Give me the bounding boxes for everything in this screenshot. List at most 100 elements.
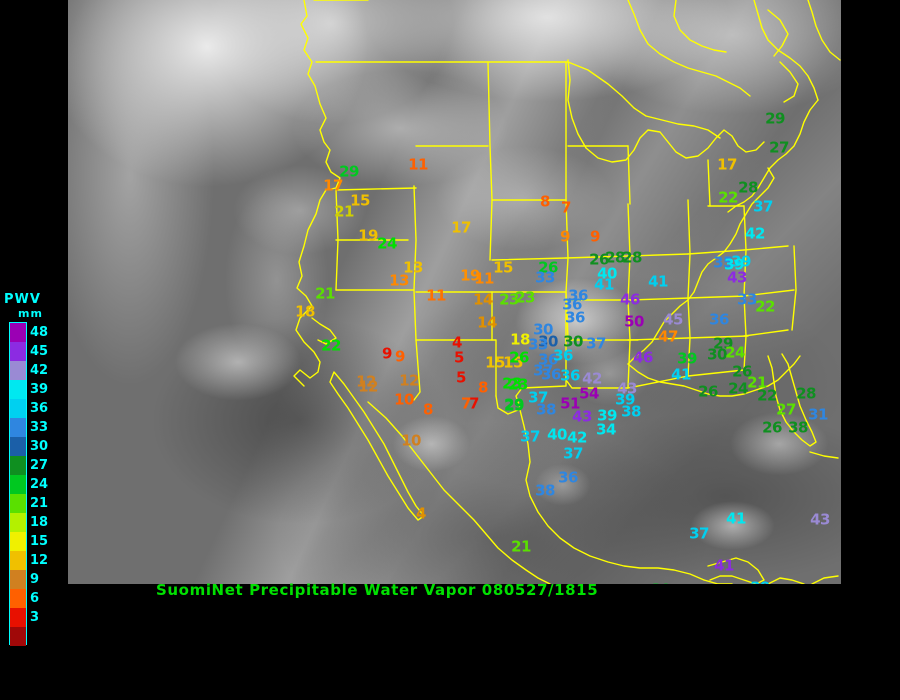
pwv-value-label: 12	[399, 371, 419, 390]
pwv-value-label: 40	[597, 264, 617, 283]
colorbar-swatch	[10, 570, 26, 589]
pwv-value-label: 29	[765, 109, 785, 128]
pwv-value-label: 26	[732, 362, 752, 381]
pwv-value-label: 21	[511, 537, 531, 556]
pwv-value-label: 15	[493, 258, 513, 277]
pwv-value-label: 33	[535, 268, 555, 287]
pwv-value-label: 9	[590, 227, 600, 246]
pwv-value-label: 37	[753, 197, 773, 216]
pwv-value-label: 31	[808, 405, 828, 424]
pwv-value-label: 29	[504, 395, 524, 414]
pwv-value-label: 36	[558, 468, 578, 487]
pwv-value-label: 29	[504, 396, 524, 415]
colorbar-tick-label: 30	[30, 439, 49, 454]
pwv-value-label: 46	[620, 290, 640, 309]
pwv-value-label: 23	[502, 374, 522, 393]
pwv-value-label: 36	[562, 295, 582, 314]
pwv-value-label: 37	[689, 524, 709, 543]
pwv-value-label: 5	[456, 368, 466, 387]
colorbar-tick-label: 39	[30, 382, 49, 397]
pwv-value-label: 8	[540, 192, 550, 211]
pwv-value-label: 10	[401, 431, 421, 450]
pwv-value-label: 17	[323, 176, 343, 195]
pwv-value-label: 22	[755, 297, 775, 316]
colorbar-swatch	[10, 380, 26, 399]
pwv-value-label: 37	[563, 444, 583, 463]
pwv-value-label: 36	[541, 365, 561, 384]
pwv-value-label: 39	[677, 349, 697, 368]
colorbar-tick-label: 48	[30, 325, 49, 340]
pwv-value-label: 40	[547, 425, 567, 444]
pwv-value-label: 17	[717, 155, 737, 174]
pwv-value-label: 39	[615, 390, 635, 409]
pwv-value-label: 9	[560, 227, 570, 246]
pwv-value-label: 41	[671, 365, 691, 384]
colorbar-swatch	[10, 627, 26, 646]
pwv-value-label: 33	[737, 290, 757, 309]
pwv-value-label: 36	[560, 366, 580, 385]
pwv-value-label: 26	[538, 258, 558, 277]
pwv-value-label: 22	[718, 188, 738, 207]
pwv-value-label: 41	[714, 556, 734, 575]
pwv-value-label: 17	[451, 218, 471, 237]
colorbar-swatch	[10, 513, 26, 532]
pwv-value-label: 23	[508, 375, 528, 394]
pwv-value-label: 39	[597, 406, 617, 425]
pwv-value-label: 10	[394, 390, 414, 409]
pwv-value-label: 28	[605, 248, 625, 267]
colorbar-tick-label: 24	[30, 477, 49, 492]
pwv-value-label: 30	[563, 332, 583, 351]
pwv-value-label: 54	[579, 384, 599, 403]
pwv-value-label: 37	[528, 388, 548, 407]
pwv-value-label: 38	[621, 402, 641, 421]
pwv-value-label: 39	[750, 580, 770, 584]
pwv-value-label: 26	[589, 250, 609, 269]
pwv-value-label: 46	[633, 348, 653, 367]
pwv-value-label: 13	[389, 271, 409, 290]
pwv-value-label: 45	[663, 310, 683, 329]
colorbar-tick-label: 27	[30, 458, 49, 473]
colorbar-swatch	[10, 361, 26, 380]
colorbar-tick-label: 36	[30, 401, 49, 416]
pwv-value-label: 14	[473, 290, 493, 309]
pwv-value-label: 42	[567, 428, 587, 447]
colorbar-tick-label: 21	[30, 496, 49, 511]
colorbar-swatch	[10, 551, 26, 570]
pwv-value-label: 39	[724, 255, 744, 274]
pwv-value-label: 21	[747, 373, 767, 392]
pwv-value-label: 23	[515, 288, 535, 307]
pwv-value-label: 8	[478, 378, 488, 397]
pwv-value-label: 39	[651, 582, 671, 584]
pwv-value-label: 30	[538, 332, 558, 351]
colorbar-tick-label: 6	[30, 591, 40, 606]
pwv-value-label: 4	[452, 333, 462, 352]
pwv-value-label: 18	[295, 302, 315, 321]
pwv-value-label: 37	[520, 427, 540, 446]
pwv-value-label: 11	[408, 155, 428, 174]
pwv-value-label: 27	[769, 138, 789, 157]
pwv-value-label: 15	[503, 353, 523, 372]
pwv-value-label: 21	[315, 284, 335, 303]
pwv-value-label: 38	[535, 481, 555, 500]
colorbar-swatch	[10, 494, 26, 513]
colorbar-title: PWV	[4, 292, 41, 307]
pwv-value-label: 26	[698, 382, 718, 401]
chart-title: SuomiNet Precipitable Water Vapor 080527…	[156, 581, 599, 599]
colorbar-swatch	[10, 608, 26, 627]
pwv-value-label: 9	[395, 347, 405, 366]
satellite-image-panel: 11 29 17 15 21 19 24 17 13 13 19 11 15 14 11 14 21 18 22 12…	[68, 0, 841, 584]
pwv-value-label: 38	[788, 418, 808, 437]
pwv-value-label: 33	[528, 335, 548, 354]
pwv-value-label: 7	[469, 394, 479, 413]
pwv-value-label: 41	[726, 509, 746, 528]
pwv-value-label: 37	[586, 334, 606, 353]
pwv-value-label: 7	[561, 198, 571, 217]
pwv-value-label: 9	[382, 344, 392, 363]
pwv-value-label: 28	[622, 248, 642, 267]
colorbar-gradient-strip	[9, 322, 27, 646]
pwv-value-label: 51	[560, 394, 580, 413]
pwv-value-label: 26	[509, 348, 529, 367]
pwv-value-label: 18	[510, 330, 530, 349]
pwv-value-label: 36	[709, 310, 729, 329]
